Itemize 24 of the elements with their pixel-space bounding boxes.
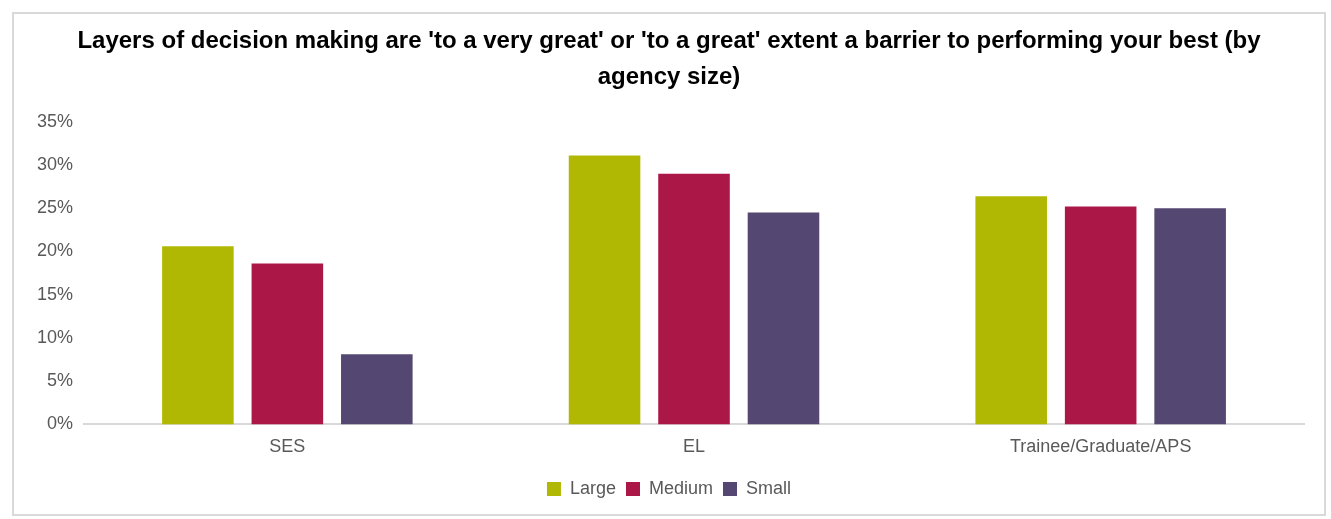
y-tick-label: 30% (37, 154, 74, 174)
bar (568, 155, 641, 425)
x-tick-label: EL (683, 436, 706, 457)
bar (747, 212, 820, 425)
legend-label: Large (569, 477, 617, 498)
bar (658, 173, 730, 425)
y-tick-label: 15% (37, 283, 74, 304)
bar (1154, 208, 1226, 425)
bar (162, 246, 234, 425)
bar (251, 263, 324, 425)
bar (1064, 206, 1137, 425)
legend-label: Small (746, 477, 792, 498)
chart-title: Layers of decision making are 'to a very great' or 'to a great' extent a barrier to performing your best (by agency size) (76, 25, 1262, 91)
y-tick-label: 35% (37, 110, 74, 131)
x-tick-label: SES (269, 436, 306, 457)
y-tick-label: 10% (37, 326, 74, 347)
y-tick-label: 0% (47, 413, 74, 434)
y-tick-label: 25% (37, 197, 74, 218)
legend-label: Medium (649, 477, 714, 498)
y-tick-label: 5% (47, 370, 74, 391)
x-tick-label: Trainee/Graduate/APS (1009, 436, 1192, 457)
bar (341, 354, 413, 425)
bar (975, 196, 1047, 425)
y-tick-label: 20% (37, 240, 74, 261)
